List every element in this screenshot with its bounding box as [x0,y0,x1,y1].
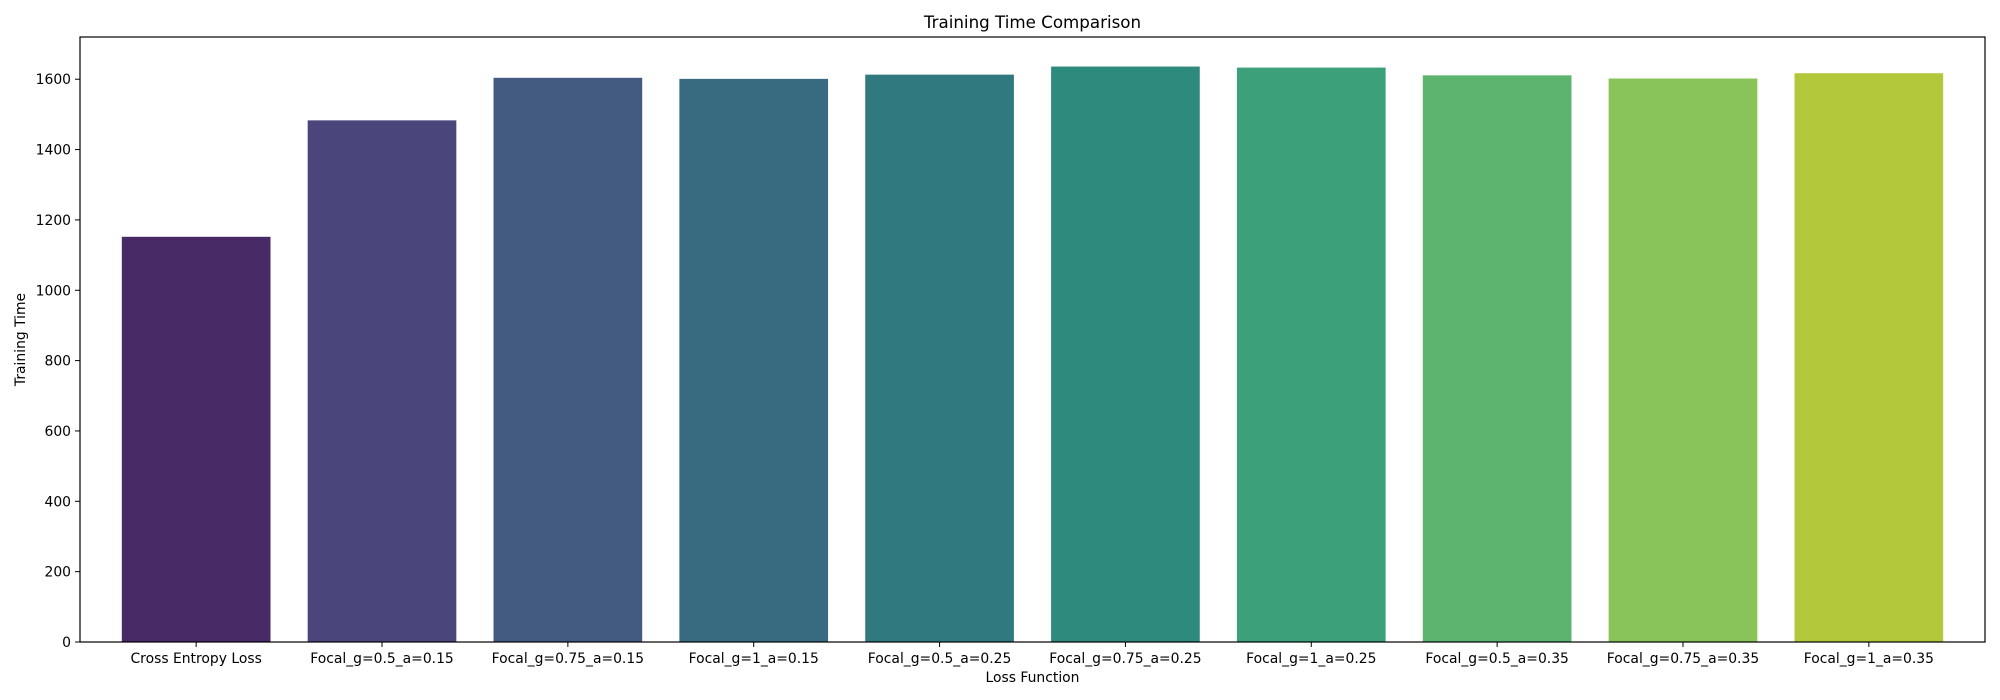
y-tick-label: 800 [44,354,71,370]
bar-10 [1794,73,1944,643]
y-tick-label: 400 [44,494,71,510]
chart-title: Training Time Comparison [923,12,1141,32]
bars-group [121,66,1944,643]
plot-frame [79,36,1986,643]
bar-7 [1236,67,1386,643]
y-tick-label: 0 [62,635,71,651]
bar-8 [1422,75,1572,643]
x-tick-label: Focal_g=0.5_a=0.25 [868,651,1012,667]
bar-4 [679,78,829,643]
x-axis-ticks: Cross Entropy Loss Focal_g=0.5_a=0.15 Foca… [130,642,1934,667]
bar-6 [1051,66,1200,643]
x-tick-label: Focal_g=1_a=0.15 [689,651,819,667]
bar-3 [493,77,643,643]
y-tick-label: 1600 [36,72,71,88]
y-tick-label: 1400 [36,143,71,159]
x-tick-label: Focal_g=0.75_a=0.35 [1607,651,1759,667]
bar-1 [121,236,271,643]
y-tick-label: 600 [44,424,71,440]
bar-9 [1608,78,1758,642]
x-tick-label: Focal_g=0.75_a=0.25 [1049,651,1201,667]
y-tick-label: 1200 [36,213,71,229]
x-tick-label: Focal_g=0.5_a=0.15 [310,651,454,667]
x-tick-label: Focal_g=0.75_a=0.15 [492,651,644,667]
x-tick-label: Focal_g=1_a=0.25 [1246,651,1376,667]
x-tick-label: Cross Entropy Loss [130,651,261,667]
y-axis-label: Training Time [13,293,29,387]
bar-2 [307,120,457,643]
x-tick-label: Focal_g=0.5_a=0.35 [1425,651,1569,667]
bar-5 [865,74,1014,642]
y-axis-ticks: 0 200 400 600 800 1000 1200 1400 1600 [36,72,80,651]
y-tick-label: 200 [44,565,71,581]
x-axis-label: Loss Function [986,670,1080,686]
y-tick-label: 1000 [36,283,71,299]
x-tick-label: Focal_g=1_a=0.35 [1804,651,1934,667]
